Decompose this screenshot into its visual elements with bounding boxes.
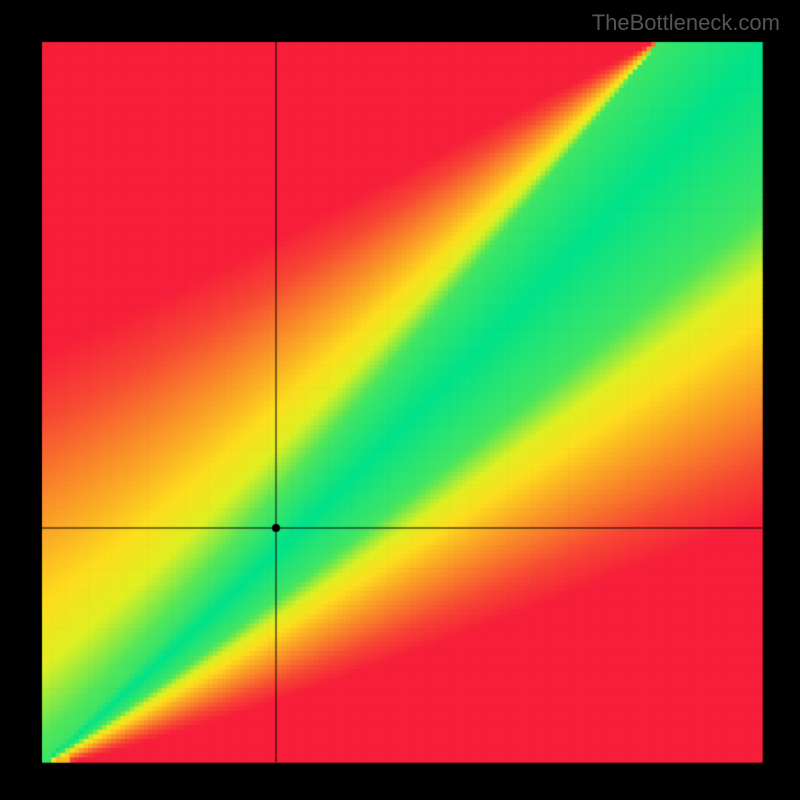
chart-container: TheBottleneck.com bbox=[0, 0, 800, 800]
watermark-text: TheBottleneck.com bbox=[592, 10, 780, 36]
bottleneck-heatmap bbox=[0, 0, 800, 800]
